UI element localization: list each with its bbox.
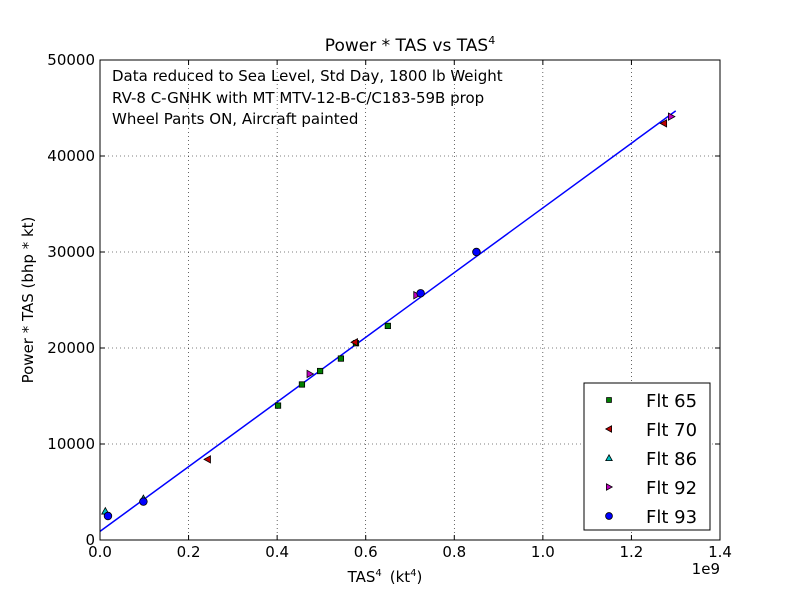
data-point-flt-65 xyxy=(298,381,306,388)
legend-marker-flt-70 xyxy=(604,425,612,433)
y-tick-label: 30000 xyxy=(47,243,95,261)
data-point-flt-65 xyxy=(274,402,282,409)
legend-label-flt-93: Flt 93 xyxy=(646,507,697,528)
y-axis-label: Power * TAS (bhp * kt) xyxy=(19,217,37,384)
y-tick-label: 0 xyxy=(85,531,95,549)
legend-items: Flt 65 Flt 70 Flt 86 Flt 92 Flt 93 xyxy=(604,391,697,528)
data-point-flt-65 xyxy=(384,322,391,330)
legend-box xyxy=(583,382,711,531)
data-point-flt-70 xyxy=(203,455,211,464)
y-tick-label: 10000 xyxy=(47,435,95,453)
y-tick-label: 50000 xyxy=(47,51,95,69)
x-tick-label: 1.4 xyxy=(708,543,732,561)
legend-marker-flt-86 xyxy=(605,453,613,461)
legend: Flt 65 Flt 70 Flt 86 Flt 92 Flt 93 xyxy=(583,382,711,531)
y-tick-label: 40000 xyxy=(47,147,95,165)
annotation-line-2: RV-8 C-GNHK with MT MTV-12-B-C/C183-59B … xyxy=(112,89,484,107)
data-points xyxy=(101,112,676,521)
axis-ticks: 0.0 0.2 0.4 0.6 0.8 1.0 1.2 1.4 0 10000 20000 30000… xyxy=(47,51,732,561)
data-point-flt-93 xyxy=(103,511,113,521)
data-point-flt-65 xyxy=(337,355,345,362)
x-tick-label: 0.4 xyxy=(265,543,289,561)
x-tick-label: 1.0 xyxy=(531,543,555,561)
annotation-line-3: Wheel Pants ON, Aircraft painted xyxy=(112,110,358,128)
x-tick-label: 0.8 xyxy=(442,543,466,561)
legend-marker-flt-65 xyxy=(606,397,612,403)
data-point-flt-65 xyxy=(316,367,324,375)
annotation-line-1: Data reduced to Sea Level, Std Day, 1800… xyxy=(112,67,503,85)
y-tick-label: 20000 xyxy=(47,339,95,357)
data-point-flt-70 xyxy=(350,337,358,347)
x-axis-label: TAS4 (kt4) xyxy=(347,568,423,586)
legend-label-flt-65: Flt 65 xyxy=(646,391,697,412)
fit-line-layer xyxy=(99,110,677,532)
x-tick-label: 0.2 xyxy=(177,543,201,561)
data-point-flt-93 xyxy=(472,247,481,257)
x-tick-label: 0.6 xyxy=(354,543,378,561)
legend-marker-flt-93 xyxy=(605,512,613,520)
data-point-flt-70 xyxy=(659,119,668,128)
legend-label-flt-70: Flt 70 xyxy=(646,420,697,441)
data-point-flt-92 xyxy=(306,369,315,379)
data-point-flt-93 xyxy=(139,497,148,506)
fit-line xyxy=(99,110,677,532)
legend-label-flt-86: Flt 86 xyxy=(646,449,697,470)
plot-area-frame xyxy=(99,59,721,541)
data-point-flt-93 xyxy=(416,289,425,298)
data-point-flt-92 xyxy=(668,112,676,121)
chart-title: Power * TAS vs TAS4 xyxy=(325,34,495,56)
x-tick-label: 1.2 xyxy=(619,543,643,561)
legend-marker-flt-92 xyxy=(606,483,614,491)
legend-label-flt-92: Flt 92 xyxy=(646,478,697,499)
x-axis-offset-label: 1e9 xyxy=(692,560,720,578)
x-tick-label: 0.0 xyxy=(88,543,112,561)
